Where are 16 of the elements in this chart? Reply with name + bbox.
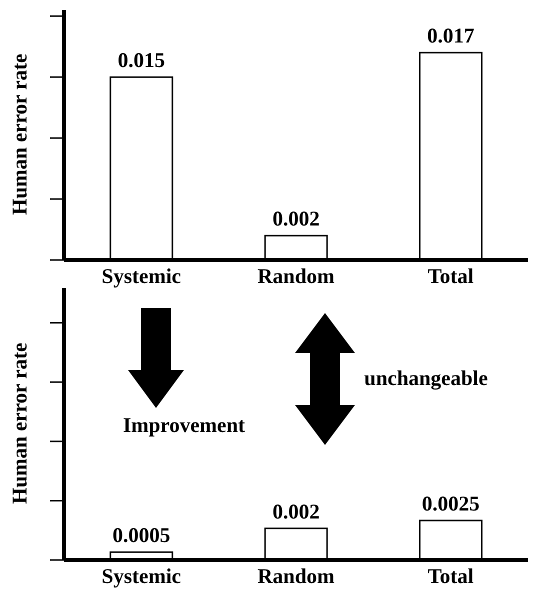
data-label: 0.015	[118, 48, 166, 72]
data-label: 0.002	[272, 499, 320, 524]
x-tick-label: Systemic	[102, 564, 181, 588]
x-tick-label: Total	[428, 564, 474, 588]
data-label: 0.017	[427, 24, 474, 48]
x-tick-label: Random	[257, 564, 336, 588]
x-tick-label: Systemic	[102, 264, 181, 288]
x-tick-label: Total	[428, 264, 474, 288]
data-label: 0.0005	[112, 523, 170, 548]
x-tick-label: Random	[257, 264, 336, 288]
y-axis-title: Human error rate	[7, 54, 32, 215]
annotation: unchangeable	[364, 366, 488, 390]
data-label: 0.0025	[422, 491, 480, 516]
y-axis-title: Human error rate	[7, 342, 32, 504]
annotation: Improvement	[122, 413, 246, 437]
data-label: 0.002	[272, 206, 320, 231]
